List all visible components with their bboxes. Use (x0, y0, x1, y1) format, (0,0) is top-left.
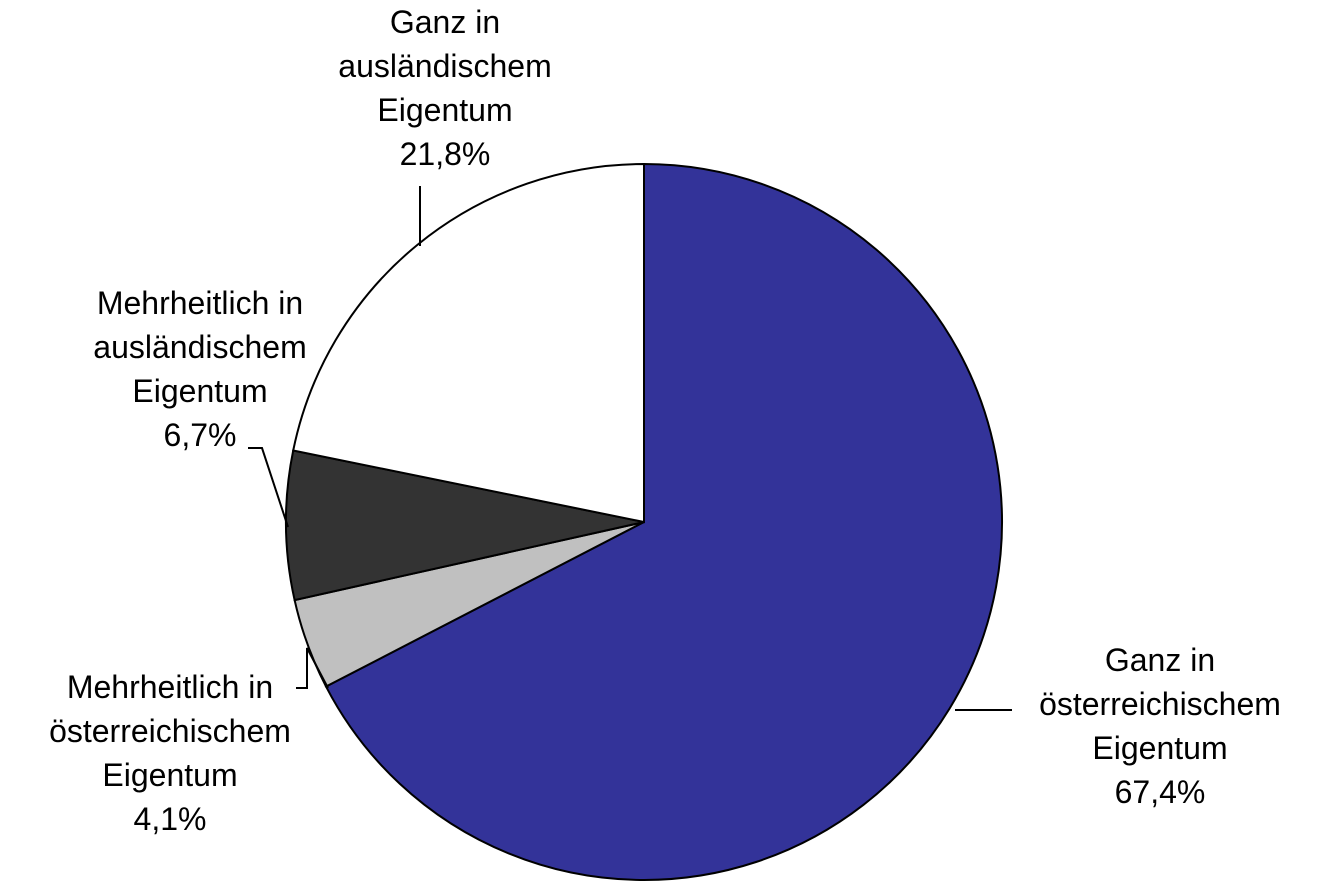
category-label: Mehrheitlich in österreichischem Eigentu… (49, 669, 291, 793)
value-label: 67,4% (1114, 774, 1206, 810)
slice-label: Ganz in ausländischem Eigentum 21,8% (305, 0, 585, 176)
leader-line (248, 447, 289, 528)
slice-label: Mehrheitlich in österreichischem Eigentu… (20, 665, 320, 841)
category-label: Ganz in österreichischem Eigentum (1039, 642, 1281, 766)
pie-slice (324, 162, 1003, 881)
category-label: Mehrheitlich in ausländischem Eigentum (93, 285, 307, 409)
pie-slice (285, 449, 645, 602)
value-label: 21,8% (399, 136, 491, 172)
slices (285, 162, 1003, 881)
value-label: 4,1% (133, 801, 207, 837)
leader-lines (248, 186, 1012, 711)
slice-label: Ganz in österreichischem Eigentum 67,4% (1000, 638, 1319, 814)
value-label: 6,7% (163, 417, 237, 453)
leader-line (296, 647, 329, 689)
slice-label: Mehrheitlich in ausländischem Eigentum 6,… (65, 281, 335, 457)
category-label: Ganz in ausländischem Eigentum (338, 4, 552, 128)
pie-slice (292, 162, 645, 524)
